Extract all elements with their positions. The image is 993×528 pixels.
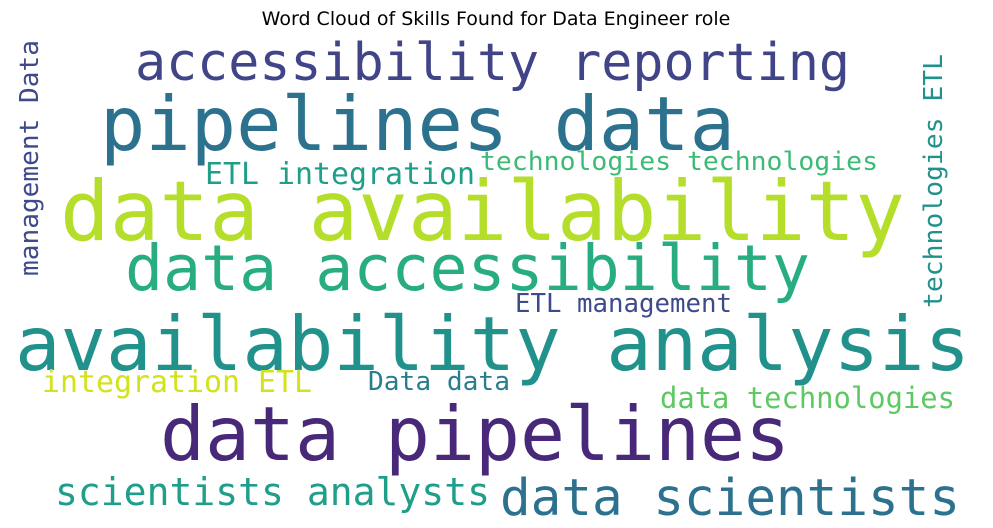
word: ETL management <box>515 289 732 319</box>
chart-title: Word Cloud of Skills Found for Data Engi… <box>262 8 731 30</box>
word: ETL integration <box>205 157 475 192</box>
word: availability analysis <box>15 300 970 388</box>
word: technologies ETL <box>919 54 949 308</box>
word: data pipelines <box>160 390 790 478</box>
word: management Data <box>15 40 45 276</box>
word: pipelines data <box>100 80 735 168</box>
word: data availability <box>60 163 905 260</box>
word: integration ETL <box>42 365 312 400</box>
word: data accessibility <box>125 232 810 305</box>
word: technologies technologies <box>480 147 878 177</box>
word: data technologies <box>660 381 955 415</box>
word: scientists analysts <box>55 470 490 514</box>
word: Data data <box>368 367 510 397</box>
word: accessibility reporting <box>135 33 850 93</box>
word: data scientists <box>500 469 960 528</box>
